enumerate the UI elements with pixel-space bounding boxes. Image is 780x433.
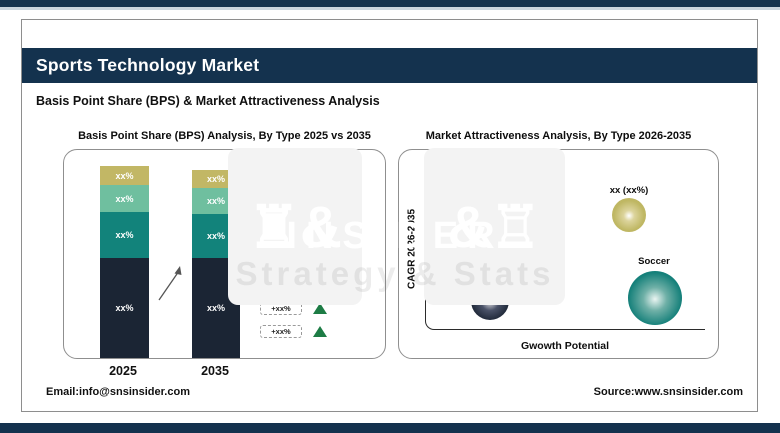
segment-value: xx% bbox=[206, 231, 225, 241]
bar-segment-xxxxxxx: xx% bbox=[192, 188, 240, 214]
x-axis-label: Gwowth Potential bbox=[520, 340, 610, 352]
bps-change-value: +xx% bbox=[271, 326, 291, 336]
bps-change-value: +xx% bbox=[271, 254, 291, 264]
bps-change-row: +xx% bbox=[260, 252, 327, 266]
segment-value: xx% bbox=[206, 196, 225, 206]
bubble-label: xx (xx%) bbox=[609, 185, 649, 196]
footer-source: Source:www.snsinsider.com bbox=[593, 386, 743, 398]
legend-label: xxxxxxx bbox=[262, 198, 296, 209]
bps-change-box: +xx% bbox=[260, 324, 302, 338]
legend-item-cricket: Cricket bbox=[245, 178, 295, 195]
segment-value: xx% bbox=[115, 230, 134, 240]
legend-item-xxxxxx: xxxxxx bbox=[245, 212, 295, 229]
bps-change-row: -xx% bbox=[260, 276, 327, 290]
bar-segment-xxxxxxx: xx% bbox=[100, 185, 149, 212]
bubble-soccer bbox=[628, 271, 682, 325]
report-card: Sports Technology Market Basis Point Sha… bbox=[21, 19, 758, 412]
bps-change-box: -xx% bbox=[260, 276, 302, 290]
legend-item-xxxxxxx: xxxxxxx bbox=[245, 195, 295, 212]
attractiveness-chart-title: Market Attractiveness Analysis, By Type … bbox=[425, 130, 692, 142]
bubble-label: xx (xx%) bbox=[493, 169, 533, 180]
bottom-accent-bar bbox=[0, 423, 780, 433]
y-axis-label: CAGR 2026-2035 bbox=[406, 208, 418, 290]
bar-segment-soccer: xx% bbox=[100, 258, 149, 358]
bar-segment-soccer: xx% bbox=[192, 258, 240, 358]
segment-value: xx% bbox=[115, 193, 134, 204]
legend-swatch-icon bbox=[245, 164, 255, 175]
top-accent-bar bbox=[0, 0, 780, 7]
bubble-cricket bbox=[471, 282, 509, 320]
bps-chart-panel: xx% xx% xx% xx% xx% xx% xx% xx% Soccer bbox=[63, 149, 386, 359]
bps-change-row: +xx% bbox=[260, 324, 327, 338]
legend-swatch-icon bbox=[245, 215, 255, 226]
arrow-up-icon bbox=[313, 325, 327, 337]
legend-swatch-icon bbox=[245, 181, 255, 192]
attractiveness-chart-panel: CAGR 2026-2035 Gwowth Potential xx (xx%)… bbox=[398, 149, 719, 359]
arrow-down-icon bbox=[313, 277, 327, 289]
page-title: Sports Technology Market bbox=[36, 55, 260, 75]
footer-email: Email:info@snsinsider.com bbox=[46, 386, 190, 398]
bps-change-box: +xx% bbox=[260, 252, 302, 266]
legend-label: Soccer bbox=[262, 164, 292, 175]
x-axis-label-2035: 2035 bbox=[201, 364, 229, 378]
bps-change-box: +xx% bbox=[260, 301, 302, 315]
bar-segment-cricket: xx% bbox=[192, 214, 240, 258]
bar-segment-xxxxxx: xx% bbox=[192, 170, 240, 188]
bps-chart-title: Basis Point Share (BPS) Analysis, By Typ… bbox=[78, 130, 371, 142]
segment-value: xx% bbox=[115, 170, 134, 181]
bar-segment-xxxxxx: xx% bbox=[100, 166, 149, 185]
arrow-up-icon bbox=[313, 302, 327, 314]
report-header-bar: Sports Technology Market bbox=[22, 48, 757, 83]
bar-segment-cricket: xx% bbox=[100, 212, 149, 258]
x-axis-label-2025: 2025 bbox=[109, 364, 137, 378]
legend-label: xxxxxx bbox=[262, 215, 291, 226]
bps-change-value: +xx% bbox=[271, 303, 291, 313]
page-subtitle: Basis Point Share (BPS) & Market Attract… bbox=[36, 94, 380, 108]
segment-value: xx% bbox=[206, 174, 225, 184]
stacked-bar-2035: xx% xx% xx% xx% bbox=[192, 170, 240, 358]
segment-value: xx% bbox=[206, 303, 225, 313]
trend-arrow-icon bbox=[158, 266, 182, 301]
chart-legend: Soccer Cricket xxxxxxx xxxxxx bbox=[245, 161, 295, 229]
bubble-label: Cricket bbox=[474, 264, 508, 275]
bubble-xxxxxxx bbox=[496, 188, 528, 220]
bps-change-value: -xx% bbox=[272, 278, 290, 288]
legend-item-soccer: Soccer bbox=[245, 161, 295, 178]
bubble-xxxxxx bbox=[612, 198, 646, 232]
legend-swatch-icon bbox=[245, 198, 255, 209]
bps-change-row: +xx% bbox=[260, 301, 327, 315]
top-accent-stripe bbox=[0, 7, 780, 10]
arrow-up-icon bbox=[313, 253, 327, 265]
bubble-label: Soccer bbox=[638, 256, 670, 267]
segment-value: xx% bbox=[115, 303, 134, 313]
legend-label: Cricket bbox=[262, 181, 292, 192]
stacked-bar-2025: xx% xx% xx% xx% bbox=[100, 166, 149, 358]
